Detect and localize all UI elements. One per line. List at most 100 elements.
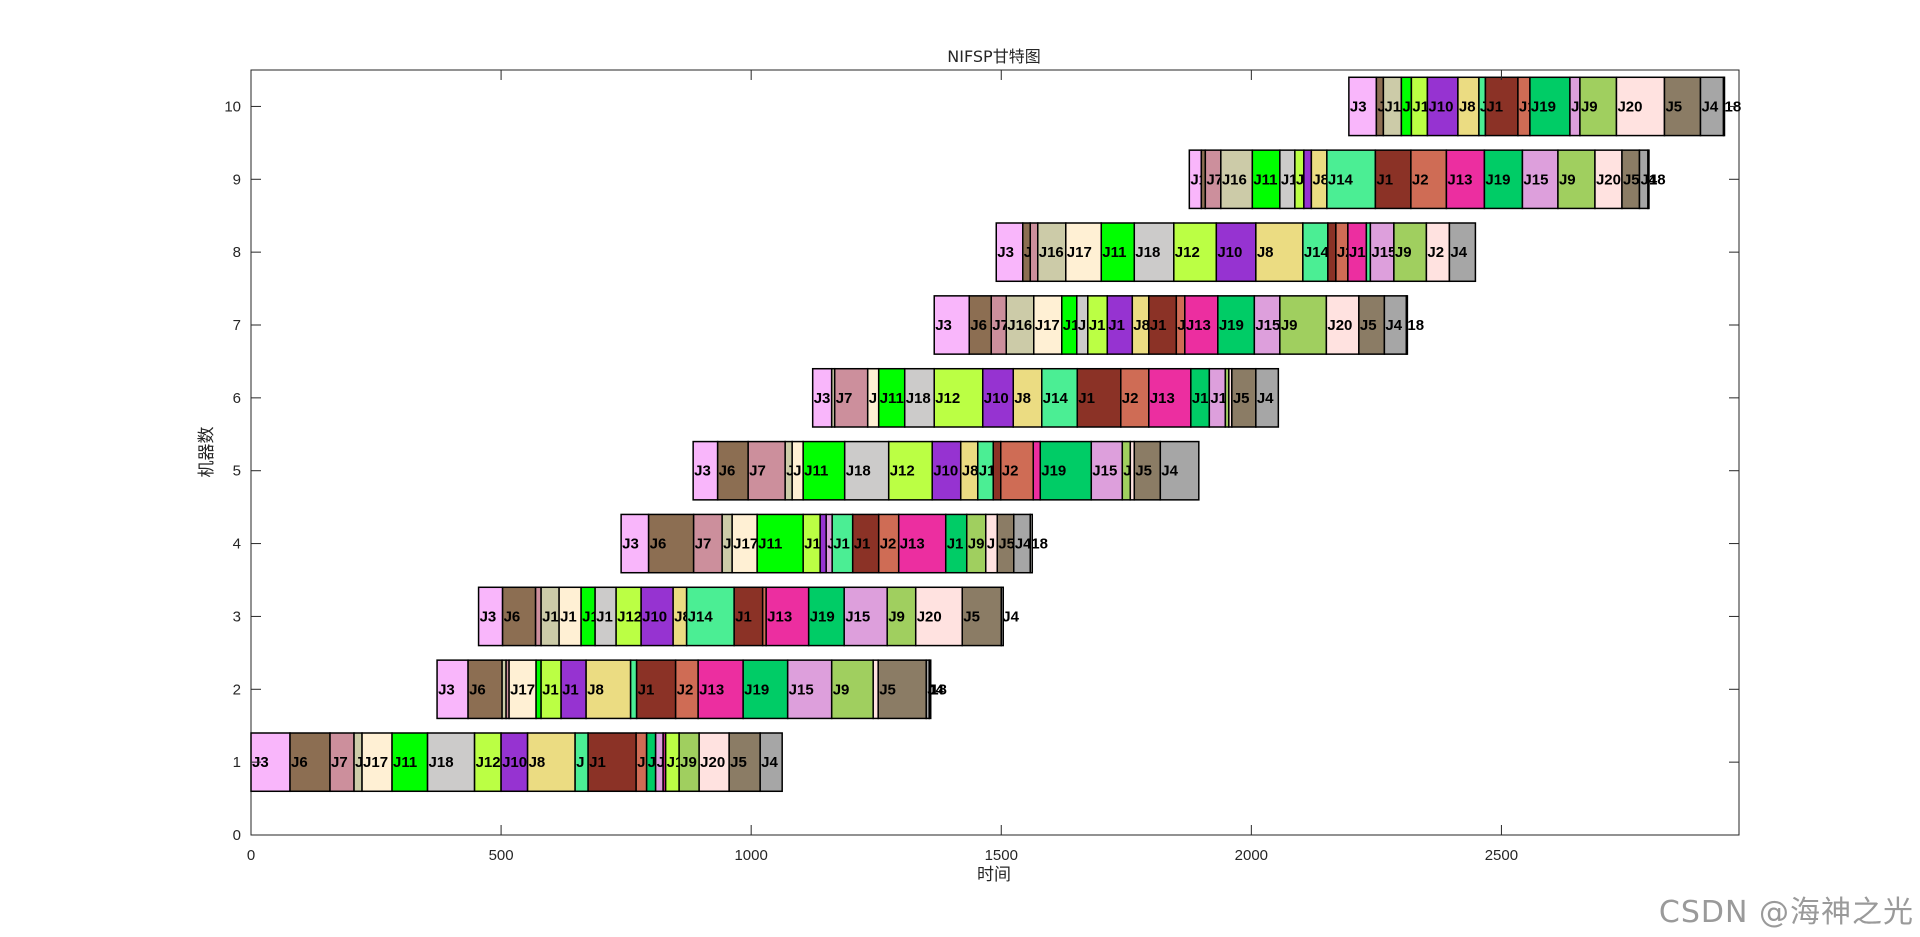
- task-label: 18: [1031, 536, 1048, 553]
- task-label: J1: [1150, 317, 1167, 334]
- task-bar: [635, 659, 677, 720]
- task-label: J8: [1014, 390, 1031, 407]
- task-label: J1: [1281, 171, 1298, 188]
- machine-row-5: J3 J6 J7 JJ J11 J18 J12 J10 J8 J1 J2 J19 J15 J J5 J4: [692, 440, 1200, 501]
- task-label: J6: [650, 536, 667, 553]
- task-label: J1: [833, 536, 850, 553]
- task-label: J4: [1015, 536, 1032, 553]
- task-bar: [620, 513, 650, 574]
- task-label: J4: [1701, 98, 1718, 115]
- task-bar: [1000, 586, 1005, 647]
- task-label: J6: [504, 608, 521, 625]
- y-tick-label: 2: [233, 681, 241, 698]
- task-bar: [1076, 367, 1122, 428]
- task-bar: [1647, 149, 1650, 210]
- task-label: J3: [480, 608, 497, 625]
- y-tick-label: 6: [233, 390, 241, 407]
- task-label: J1: [638, 681, 655, 698]
- task-label: J15: [789, 681, 814, 698]
- task-label: J13: [1447, 171, 1472, 188]
- task-label: J5: [1360, 317, 1377, 334]
- task-label: J1: [1210, 390, 1227, 407]
- chart-title: NIFSP甘特图: [947, 47, 1040, 66]
- task-label: J9: [680, 754, 697, 771]
- task-label: J19: [1531, 98, 1556, 115]
- task-bar: [1448, 222, 1477, 283]
- task-label: J3: [1350, 98, 1367, 115]
- task-label: J7: [1206, 171, 1223, 188]
- task-bar: [1327, 222, 1337, 283]
- task-label: J9: [888, 608, 905, 625]
- task-label: J20: [1327, 317, 1352, 334]
- task-bar: [526, 732, 576, 793]
- task-label: J17: [1067, 244, 1092, 261]
- task-label: J: [786, 463, 794, 480]
- task-label: J7: [695, 536, 712, 553]
- task-label: J1: [562, 681, 579, 698]
- task-label: J8: [1312, 171, 1329, 188]
- task-bar: [1615, 76, 1666, 137]
- task-bar: [872, 659, 879, 720]
- task-bar: [1445, 149, 1486, 210]
- task-bar: [1303, 149, 1313, 210]
- x-tick-label: 2000: [1235, 847, 1268, 864]
- task-label: J4: [1161, 463, 1178, 480]
- task-label: J: [869, 390, 877, 407]
- task-label: J8: [1257, 244, 1274, 261]
- task-label: 18: [1649, 171, 1666, 188]
- task-label: J4: [761, 754, 778, 771]
- task-bar: [765, 586, 810, 647]
- task-label: J1: [979, 463, 996, 480]
- task-label: J11: [804, 463, 828, 480]
- task-bar: [698, 732, 730, 793]
- task-label: J10: [502, 754, 527, 771]
- task-label: J: [355, 754, 363, 771]
- task-bar: [992, 440, 1002, 501]
- task-label: J: [1571, 98, 1579, 115]
- task-bar: [1255, 367, 1280, 428]
- task-label: J: [1078, 317, 1086, 334]
- x-tick-label: 1000: [734, 847, 767, 864]
- task-label: J15: [1092, 463, 1117, 480]
- task-bar: [830, 659, 874, 720]
- task-label: J11: [393, 754, 417, 771]
- task-label: J3: [814, 390, 831, 407]
- task-label: J1: [1349, 244, 1366, 261]
- task-bar: [640, 586, 674, 647]
- task-label: J15: [1255, 317, 1280, 334]
- task-bar: [1484, 76, 1519, 137]
- task-label: J7: [331, 754, 348, 771]
- task-label: J2: [1412, 171, 1429, 188]
- y-tick-label: 0: [233, 827, 241, 844]
- x-tick-label: 2500: [1485, 847, 1518, 864]
- task-bar: [931, 440, 962, 501]
- task-bar: [1483, 149, 1524, 210]
- task-label: J14: [1043, 390, 1069, 407]
- task-bar: [1065, 222, 1103, 283]
- task-label: J13: [1186, 317, 1211, 334]
- task-bar: [1663, 76, 1702, 137]
- task-bar: [1393, 222, 1428, 283]
- task-label: J12: [476, 754, 501, 771]
- task-bar: [1255, 222, 1304, 283]
- task-label: J10: [984, 390, 1009, 407]
- task-label: J10: [1428, 98, 1453, 115]
- task-bar: [1133, 440, 1162, 501]
- task-bar: [1029, 513, 1034, 574]
- task-label: J2: [677, 681, 694, 698]
- task-bar: [1159, 440, 1200, 501]
- task-label: J: [1480, 98, 1488, 115]
- task-bar: [928, 659, 932, 720]
- task-bar: [361, 732, 393, 793]
- task-bar: [933, 295, 970, 355]
- task-bar: [1012, 367, 1043, 428]
- task-label: J4: [1257, 390, 1274, 407]
- task-label: J5: [1233, 390, 1250, 407]
- task-bar: [747, 440, 786, 501]
- x-tick-label: 500: [489, 847, 514, 864]
- task-label: J12: [935, 390, 960, 407]
- task-label: J9: [1581, 98, 1598, 115]
- task-label: J17: [363, 754, 388, 771]
